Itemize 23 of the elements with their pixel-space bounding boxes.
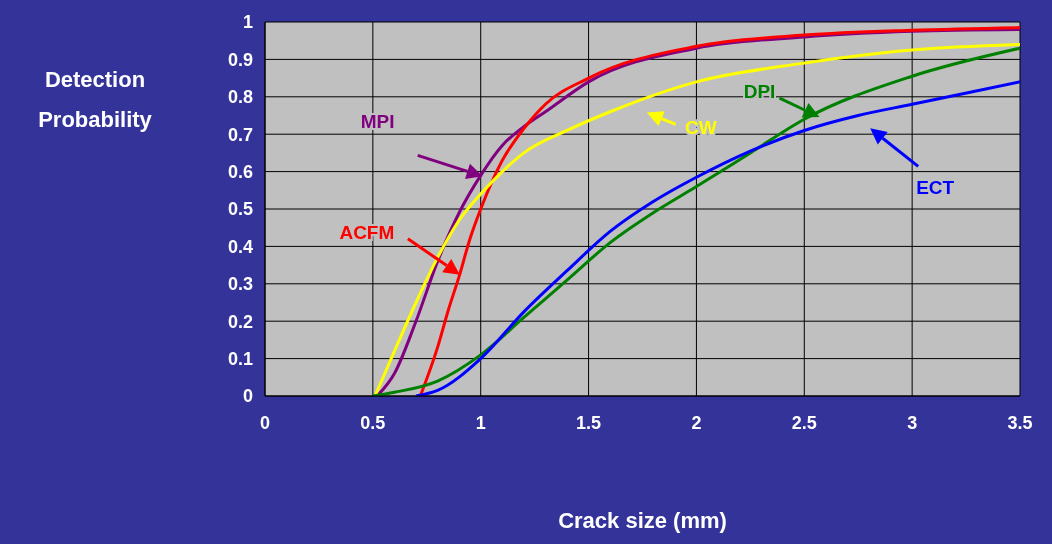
x-tick-label: 3 [907,412,918,433]
y-tick-label: 0.9 [227,49,253,70]
x-tick-label: 1 [475,412,486,433]
y-tick-label: 0.2 [227,311,253,332]
line-series [414,80,1020,396]
y-tick-label: 0.5 [227,199,253,220]
y-tick-label: 0.1 [227,348,253,369]
x-tick-label: 3.5 [1007,412,1033,433]
x-tick-label: 1.5 [576,412,602,433]
y-tick-label: 0.8 [227,87,253,108]
legend-label: ECT [916,176,955,198]
y-tick-label: 0.6 [227,161,253,182]
x-tick-label: 0 [259,412,271,433]
y-axis-title: Detection Probability [37,66,153,134]
x-tick-label: 2.5 [791,412,817,433]
x-tick-label: 0.5 [360,412,386,433]
y-tick-label: 1 [242,12,253,33]
y-tick-label: 0.7 [227,124,253,145]
y-tick-label: 0 [242,386,253,407]
y-tick-label: 0.4 [227,236,253,257]
y-tick-label: 0.3 [227,274,253,295]
x-axis-title: Crack size (mm) [557,508,728,534]
x-tick-label: 2 [691,412,702,433]
